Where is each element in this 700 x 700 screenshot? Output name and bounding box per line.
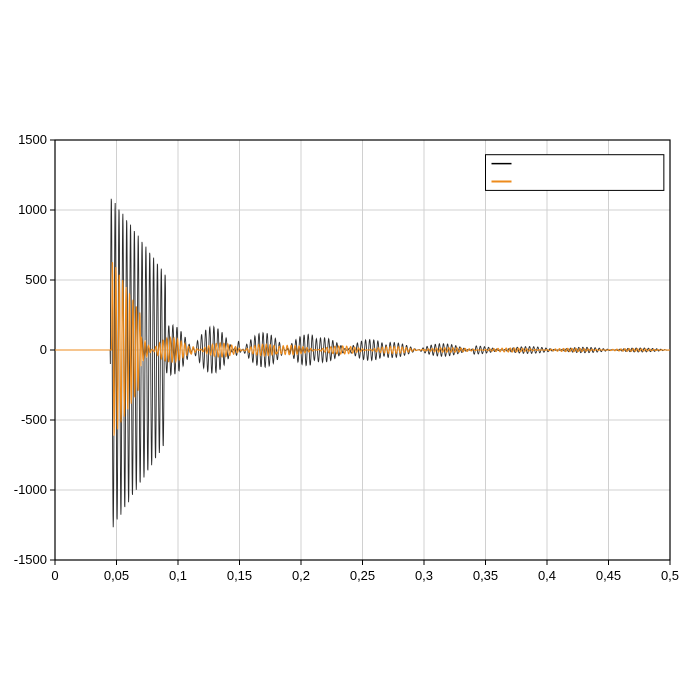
svg-text:0: 0 — [40, 342, 47, 357]
svg-text:0,2: 0,2 — [292, 568, 310, 583]
svg-text:-500: -500 — [21, 412, 47, 427]
svg-text:500: 500 — [25, 272, 47, 287]
svg-text:-1500: -1500 — [14, 552, 47, 567]
chart-container: 0 0,05 0,1 0,15 0,2 0,25 0,3 0,35 0,4 0,45 0,5 -150… — [0, 0, 700, 700]
svg-text:0,1: 0,1 — [169, 568, 187, 583]
svg-text:0: 0 — [51, 568, 58, 583]
svg-text:1500: 1500 — [18, 132, 47, 147]
svg-text:0,25: 0,25 — [350, 568, 375, 583]
svg-text:1000: 1000 — [18, 202, 47, 217]
svg-text:0,35: 0,35 — [473, 568, 498, 583]
svg-text:0,4: 0,4 — [538, 568, 556, 583]
legend-box — [486, 155, 664, 191]
waveform-chart: 0 0,05 0,1 0,15 0,2 0,25 0,3 0,35 0,4 0,45 0,5 -150… — [0, 0, 700, 700]
svg-text:0,45: 0,45 — [596, 568, 621, 583]
svg-text:0,3: 0,3 — [415, 568, 433, 583]
svg-text:0,05: 0,05 — [104, 568, 129, 583]
svg-text:0,15: 0,15 — [227, 568, 252, 583]
svg-text:0,5: 0,5 — [661, 568, 679, 583]
svg-text:-1000: -1000 — [14, 482, 47, 497]
